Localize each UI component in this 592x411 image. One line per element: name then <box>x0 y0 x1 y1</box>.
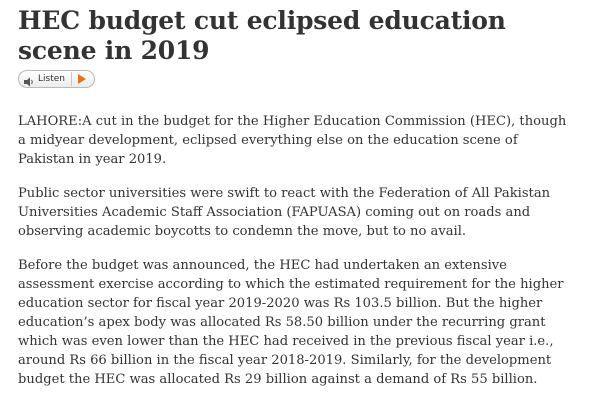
article-paragraph: Public sector universities were swift to… <box>18 186 551 239</box>
listen-label: Listen <box>38 72 72 86</box>
article-headline: HEC budget cut eclipsed education scene … <box>18 6 506 65</box>
article-body: LAHORE:A cut in the budget for the Highe… <box>18 112 574 389</box>
article-paragraph: LAHORE:A cut in the budget for the Highe… <box>18 114 567 167</box>
speaker-icon <box>23 74 35 87</box>
listen-button[interactable]: Listen <box>18 70 95 88</box>
play-icon[interactable] <box>77 74 86 84</box>
article-paragraph: Before the budget was announced, the HEC… <box>18 258 564 387</box>
